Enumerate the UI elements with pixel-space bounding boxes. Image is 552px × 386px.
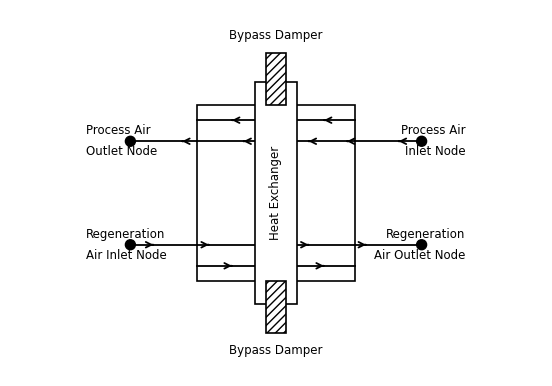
Bar <box>255 82 297 304</box>
Text: Process Air: Process Air <box>86 124 151 137</box>
Circle shape <box>417 240 427 250</box>
Text: Inlet Node: Inlet Node <box>405 145 466 158</box>
Circle shape <box>125 136 135 146</box>
Bar <box>198 105 354 281</box>
Circle shape <box>417 136 427 146</box>
Text: Air Inlet Node: Air Inlet Node <box>86 249 167 262</box>
Text: Bypass Damper: Bypass Damper <box>229 344 323 357</box>
Text: Process Air: Process Air <box>401 124 466 137</box>
Bar <box>267 281 285 333</box>
Circle shape <box>125 240 135 250</box>
Text: Heat Exchanger: Heat Exchanger <box>269 146 283 240</box>
Text: Bypass Damper: Bypass Damper <box>229 29 323 42</box>
Text: Regeneration: Regeneration <box>386 228 466 241</box>
Text: Regeneration: Regeneration <box>86 228 166 241</box>
Bar <box>267 53 285 105</box>
Text: Outlet Node: Outlet Node <box>86 145 157 158</box>
Text: Air Outlet Node: Air Outlet Node <box>374 249 466 262</box>
